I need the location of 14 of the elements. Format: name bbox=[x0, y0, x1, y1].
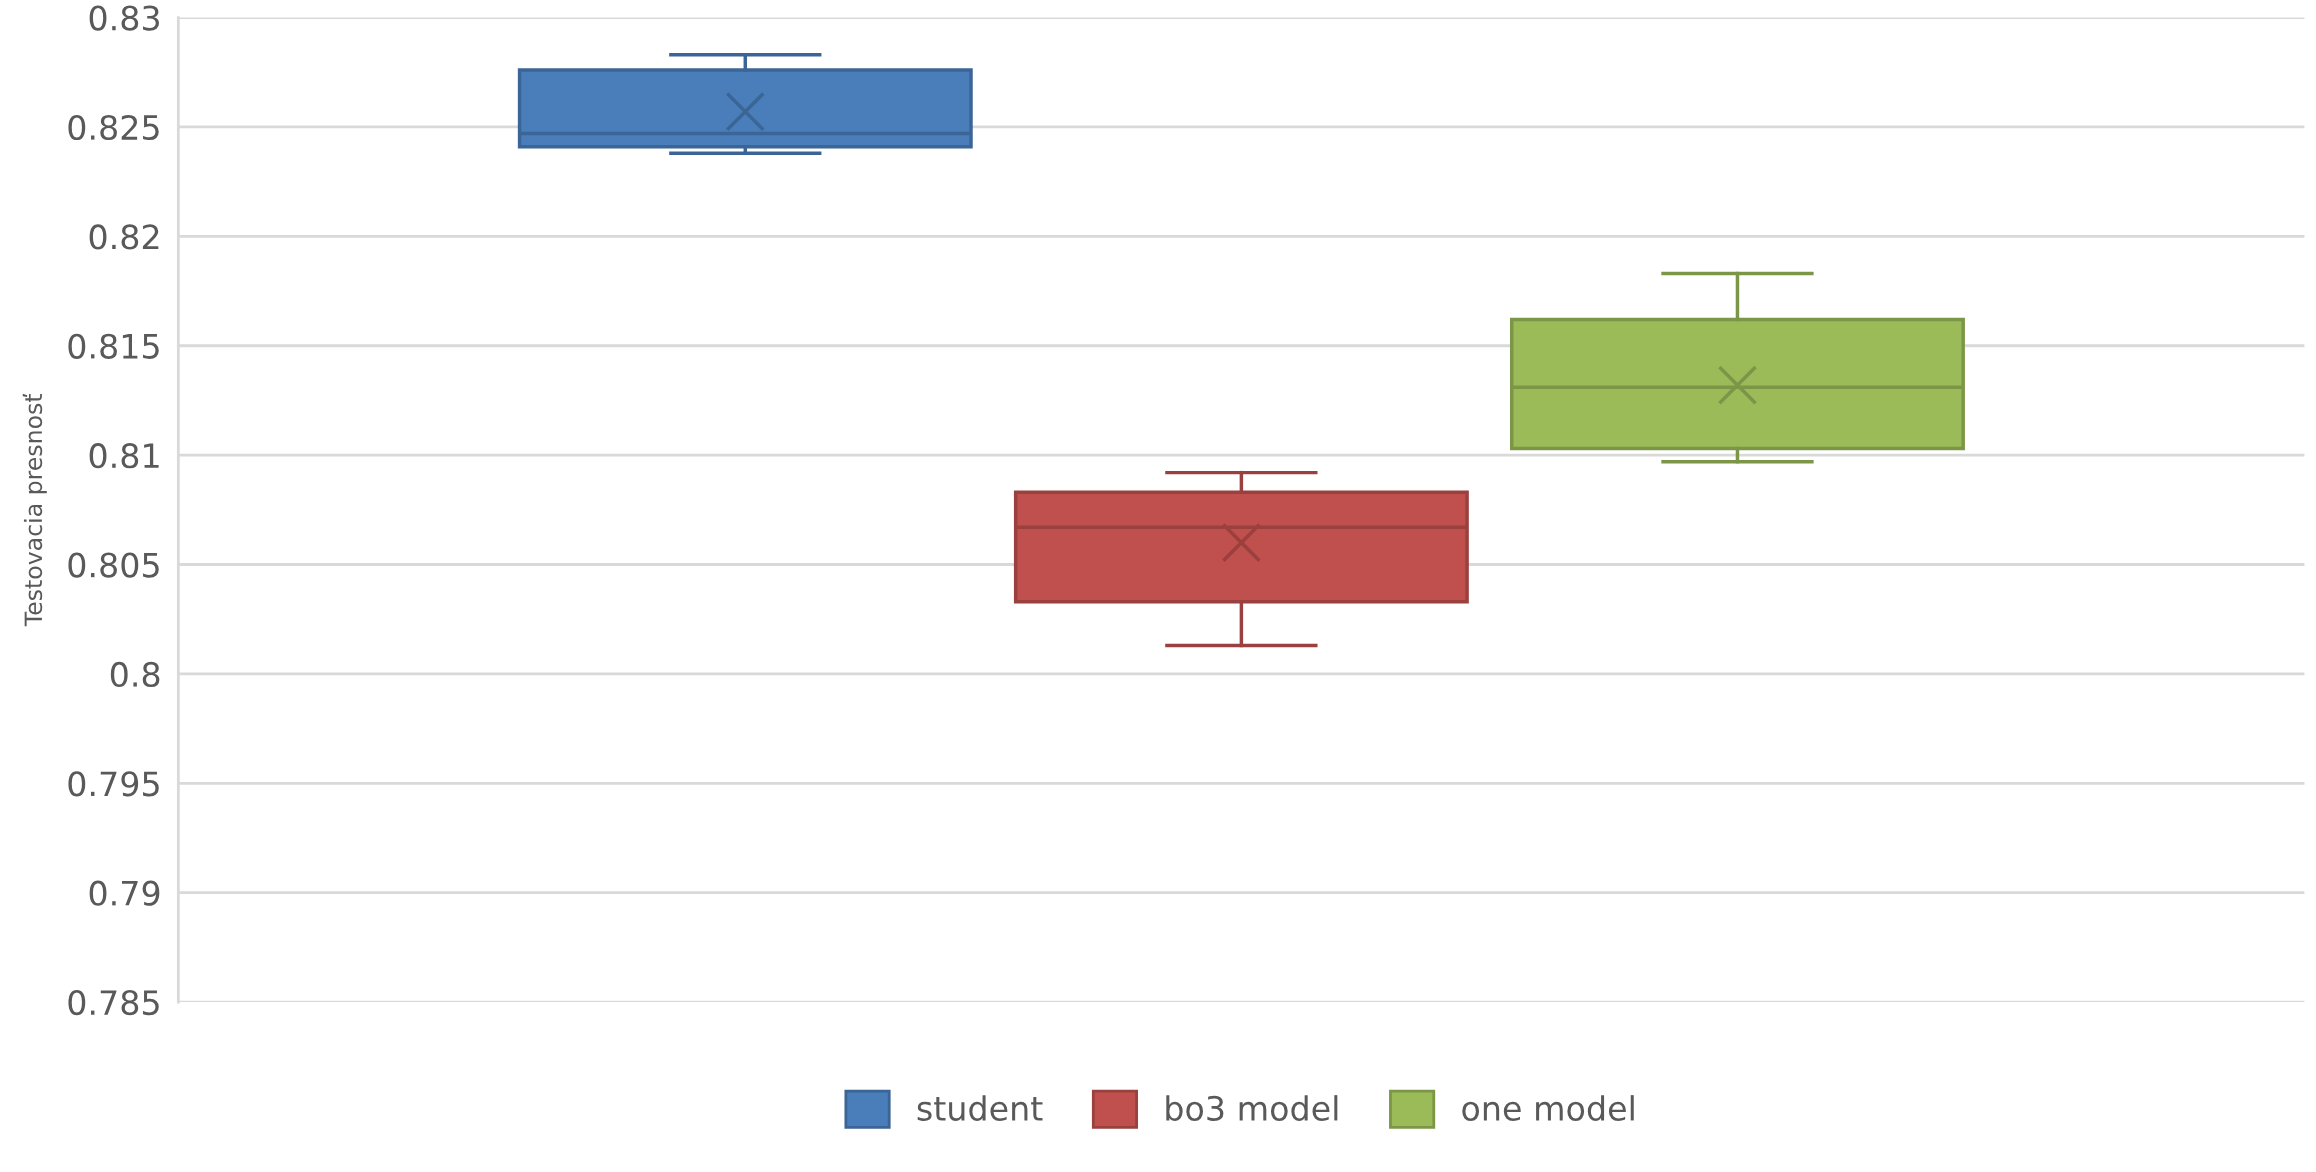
legend-label: student bbox=[917, 1095, 1043, 1121]
y-tick-label: 0.81 bbox=[89, 443, 159, 469]
y-tick-label: 0.8 bbox=[110, 661, 160, 688]
legend-label: one model bbox=[1462, 1095, 1634, 1121]
y-tick-label: 0.815 bbox=[68, 333, 159, 359]
y-tick-label: 0.795 bbox=[68, 771, 159, 797]
y-tick-label: 0.805 bbox=[68, 552, 159, 578]
y-tick-label: 0.79 bbox=[89, 880, 160, 906]
legend-label: bo3 model bbox=[1166, 1095, 1338, 1121]
y-tick-label: 0.825 bbox=[68, 114, 159, 141]
y-tick-label: 0.82 bbox=[89, 224, 159, 250]
y-tick-label: 0.785 bbox=[68, 989, 159, 1016]
y-tick-label: 0.83 bbox=[89, 5, 159, 31]
y-axis-title: Testovacia presnosť bbox=[22, 393, 47, 627]
